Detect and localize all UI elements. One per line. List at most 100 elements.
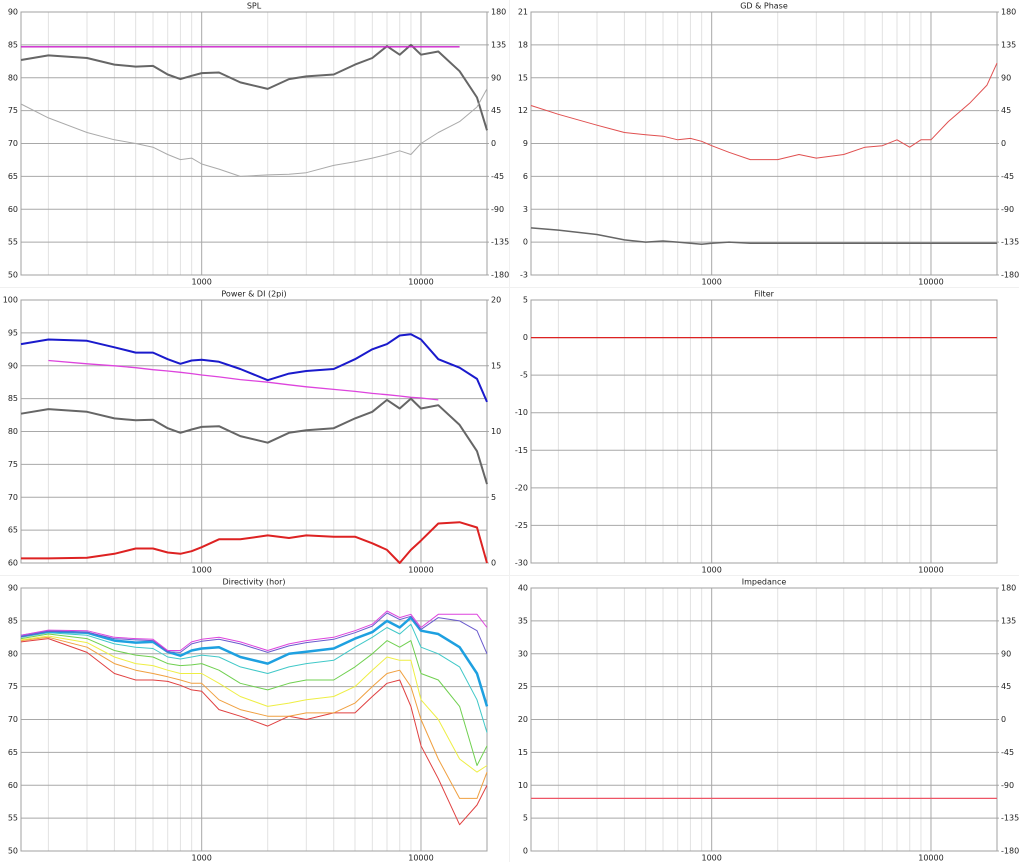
series-line <box>20 612 488 654</box>
x-tick-label: 10000 <box>918 566 943 575</box>
y-tick-label: -20 <box>515 483 528 492</box>
y-tick-label: 50 <box>8 271 18 280</box>
y-tick-label: 5 <box>523 296 528 305</box>
y2-tick-label: -135 <box>1001 238 1019 247</box>
series-line <box>20 43 488 131</box>
x-tick-label: 10000 <box>408 854 433 862</box>
x-tick-label: 10000 <box>918 854 943 862</box>
y-tick-label: 50 <box>8 847 18 856</box>
y2-tick-label: -135 <box>491 238 509 247</box>
y-tick-label: -10 <box>515 408 528 417</box>
y-tick-label: 0 <box>523 333 528 342</box>
y2-tick-label: 45 <box>1001 106 1011 115</box>
y-tick-label: 3 <box>523 205 528 214</box>
y-tick-label: 70 <box>8 139 18 148</box>
y2-tick-label: 45 <box>491 106 501 115</box>
y-tick-label: 55 <box>8 814 18 823</box>
y-tick-label: 9 <box>523 139 528 148</box>
x-tick-label: 10000 <box>408 278 433 287</box>
x-tick-label: 10000 <box>408 566 433 575</box>
chart-title: SPL <box>247 2 262 11</box>
plot-frame <box>20 299 488 564</box>
y2-tick-label: -45 <box>1001 172 1014 181</box>
y-tick-label: 65 <box>8 526 18 535</box>
y-tick-label: -30 <box>515 559 528 568</box>
y2-tick-label: -45 <box>1001 748 1014 757</box>
chart-panel: Impedance 0 5 10 15 20 25 30 35 40 -180 -135 -90 -45 0… <box>510 576 1019 862</box>
y2-tick-label: 135 <box>491 40 506 49</box>
y-tick-label: 80 <box>8 73 18 82</box>
y2-tick-label: 0 <box>491 139 496 148</box>
y-tick-label: -15 <box>515 446 528 455</box>
y-tick-label: 15 <box>518 73 528 82</box>
x-tick-label: 1000 <box>192 566 212 575</box>
series-line <box>20 635 488 773</box>
y-tick-label: 75 <box>8 460 18 469</box>
y-tick-label: 95 <box>8 328 18 337</box>
series-line <box>530 227 997 246</box>
y2-tick-label: -180 <box>491 271 509 280</box>
y-tick-label: 55 <box>8 238 18 247</box>
y2-tick-label: -180 <box>1001 271 1019 280</box>
x-tick-label: 1000 <box>702 566 722 575</box>
y2-tick-label: 90 <box>491 73 501 82</box>
chart-panel: SPL 50 55 60 65 70 75 80 85 90 -180 -135 -90 -45 0 45 90… <box>0 0 509 287</box>
x-tick-label: 1000 <box>192 278 212 287</box>
y-tick-label: 21 <box>518 8 528 17</box>
y-tick-label: 75 <box>8 682 18 691</box>
y2-tick-label: 180 <box>1001 8 1016 17</box>
y-tick-label: 30 <box>518 649 528 658</box>
panel-background <box>510 288 1019 575</box>
y-tick-label: 65 <box>8 172 18 181</box>
y-tick-label: 75 <box>8 106 18 115</box>
series-line <box>20 636 488 799</box>
y2-tick-label: 5 <box>491 493 496 502</box>
y2-tick-label: 0 <box>491 559 496 568</box>
chart-panel: Power & DI (2pi) 60 65 70 75 80 85 90 95 1000 5 10 1… <box>0 288 509 575</box>
y-tick-label: 60 <box>8 559 18 568</box>
series-line <box>20 610 488 651</box>
series-line <box>20 88 488 177</box>
chart-title: Directivity (hor) <box>222 578 285 587</box>
x-tick-label: 10000 <box>918 278 943 287</box>
y-tick-label: 90 <box>8 361 18 370</box>
y-tick-label: 15 <box>518 748 528 757</box>
y2-tick-label: -135 <box>1001 814 1019 823</box>
y-tick-label: 85 <box>8 40 18 49</box>
plot-frame <box>530 11 998 276</box>
y2-tick-label: -90 <box>491 205 504 214</box>
series-line <box>48 359 439 401</box>
y-tick-label: 70 <box>8 715 18 724</box>
y2-tick-label: 20 <box>491 296 501 305</box>
y-tick-label: 80 <box>8 649 18 658</box>
y2-tick-label: -90 <box>1001 205 1014 214</box>
chart-title: Impedance <box>742 578 787 587</box>
y-tick-label: 40 <box>518 584 528 593</box>
chart-panel: Filter -30 -25 -20 -15 -10 -5 0 5 1000 10000 <box>510 288 1019 575</box>
y-tick-label: 80 <box>8 427 18 436</box>
series-line <box>20 333 488 403</box>
y-tick-label: 5 <box>523 814 528 823</box>
y2-tick-label: 135 <box>1001 616 1016 625</box>
y2-tick-label: 10 <box>491 427 501 436</box>
y-tick-label: 25 <box>518 682 528 691</box>
plot-frame <box>20 587 488 852</box>
y-tick-label: -3 <box>520 271 528 280</box>
chart-panel: Directivity (hor) 50 55 60 65 70 75 80 85 90 1000 1… <box>0 576 509 862</box>
chart-title: Power & DI (2pi) <box>221 290 286 299</box>
y-tick-label: 18 <box>518 40 528 49</box>
series-line <box>20 397 488 485</box>
chart-panel: GD & Phase -3 0 3 6 9 12 15 18 21 -180 -135 -90 -45 0 4… <box>510 0 1019 287</box>
y-tick-label: 85 <box>8 394 18 403</box>
y-tick-label: 70 <box>8 493 18 502</box>
series-line <box>20 616 489 707</box>
chart-title: GD & Phase <box>740 2 788 11</box>
y2-tick-label: -90 <box>1001 781 1014 790</box>
chart-title: Filter <box>754 290 775 299</box>
y-tick-label: 90 <box>8 8 18 17</box>
y2-tick-label: 0 <box>1001 715 1006 724</box>
y-tick-label: 90 <box>8 584 18 593</box>
series-line <box>21 521 488 564</box>
y2-tick-label: 90 <box>1001 73 1011 82</box>
